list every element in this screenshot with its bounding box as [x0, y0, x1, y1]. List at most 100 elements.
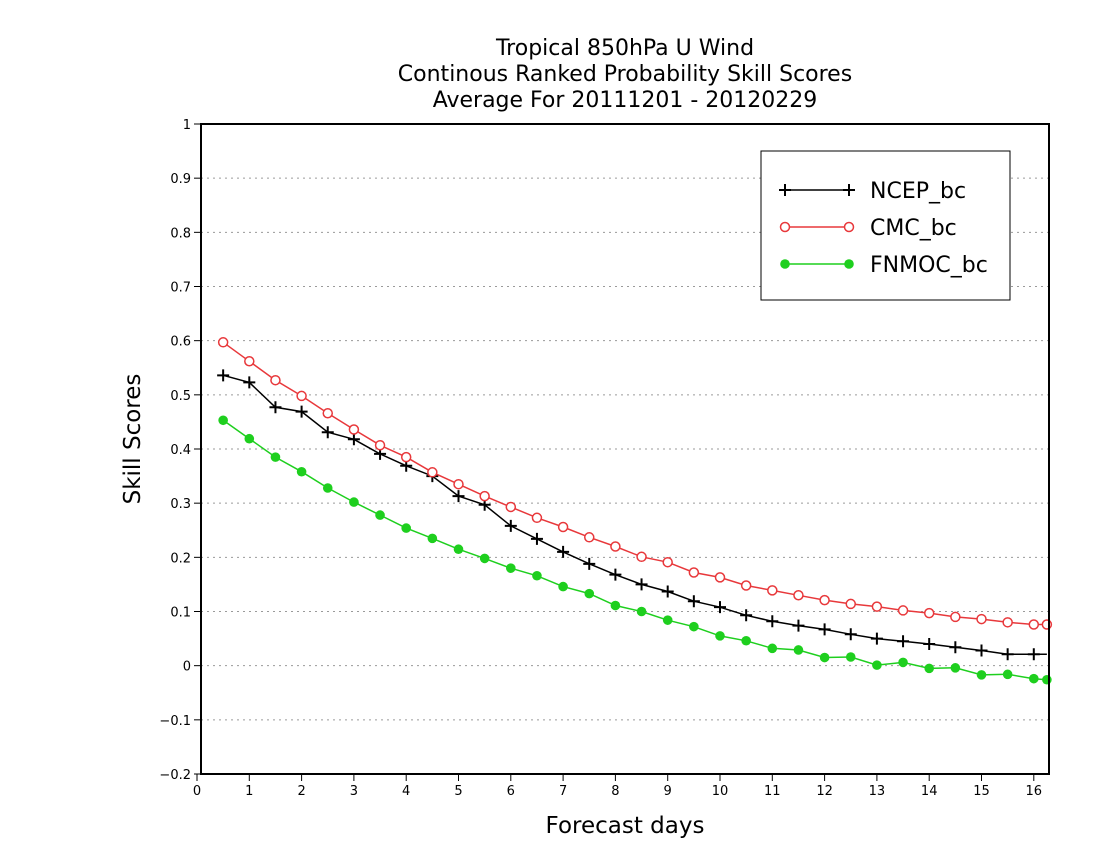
x-tick-label: 14 [921, 784, 938, 799]
data-point [661, 585, 674, 598]
x-tick-label: 1 [245, 784, 253, 799]
data-point [844, 259, 854, 269]
data-point [610, 541, 621, 552]
x-tick-label: 16 [1026, 784, 1043, 799]
data-point [296, 390, 307, 402]
legend-item: NCEP_bc [779, 179, 966, 204]
data-point [531, 512, 543, 524]
data-point [845, 652, 856, 662]
data-point [818, 623, 831, 636]
data-point [662, 556, 673, 568]
data-point [374, 439, 386, 451]
y-tick-label: 0.7 [170, 281, 191, 296]
x-tick-label: 13 [869, 784, 886, 799]
x-tick-label: 7 [559, 784, 567, 799]
y-tick-label: 0.5 [170, 389, 191, 404]
data-point [217, 337, 229, 348]
data-point [897, 635, 910, 648]
data-point [243, 376, 256, 389]
data-point [779, 221, 791, 233]
data-point [767, 585, 778, 596]
data-point [662, 615, 673, 625]
data-point [217, 369, 230, 382]
data-point [793, 645, 804, 655]
data-point [557, 521, 569, 533]
x-tick-label: 3 [350, 784, 358, 799]
x-tick-label: 10 [712, 784, 729, 799]
data-point [270, 452, 281, 462]
data-point [453, 478, 464, 490]
data-point [1002, 617, 1013, 628]
chart-title-line-2: Continous Ranked Probability Skill Score… [397, 62, 853, 87]
legend-label: FNMOC_bc [870, 253, 988, 278]
data-point [779, 184, 791, 196]
data-point [923, 607, 935, 619]
data-point [819, 594, 830, 606]
data-point [322, 483, 333, 493]
data-point [452, 490, 465, 503]
data-point [635, 578, 648, 591]
y-tick-label: 0.9 [170, 172, 191, 187]
data-point [609, 568, 622, 581]
data-point [715, 631, 725, 641]
data-point [976, 613, 987, 625]
y-tick-label: 0.3 [170, 497, 191, 512]
legend-item: FNMOC_bc [780, 253, 988, 278]
chart-title-line-3: Average For 20111201 - 20120229 [432, 88, 818, 113]
data-point [740, 580, 752, 591]
x-tick-label: 4 [402, 784, 410, 799]
data-point [714, 601, 726, 614]
data-point [322, 408, 333, 419]
data-point [530, 532, 543, 545]
y-tick-label: 0.4 [170, 443, 191, 458]
series-NCEP_bc [217, 369, 1047, 661]
data-point [949, 641, 962, 654]
series-line [222, 419, 1047, 681]
y-tick-label: 0.6 [170, 335, 191, 350]
data-point [1002, 669, 1013, 680]
data-point [688, 567, 700, 578]
data-point [844, 628, 857, 641]
y-tick-label: 1 [183, 118, 191, 133]
data-point [1028, 619, 1040, 630]
series-FNMOC_bc [218, 415, 1052, 685]
y-tick-label: 0.8 [170, 226, 191, 241]
data-point [780, 259, 790, 269]
y-tick-label: 0.1 [170, 606, 191, 621]
data-point [349, 497, 359, 507]
data-point [741, 635, 751, 646]
data-point [843, 184, 855, 196]
y-tick-label: −0.2 [159, 768, 191, 783]
x-tick-label: 9 [664, 784, 672, 799]
legend-item: CMC_bc [779, 216, 957, 241]
data-point [479, 490, 490, 502]
y-tick-label: −0.1 [159, 714, 191, 729]
data-point [453, 544, 464, 555]
data-point [793, 590, 804, 601]
data-point [296, 466, 307, 477]
data-point [843, 221, 855, 233]
y-axis-title: Skill Scores [120, 374, 146, 505]
data-point [244, 433, 255, 444]
data-point [401, 523, 412, 533]
data-point [819, 652, 830, 663]
x-tick-label: 6 [507, 784, 515, 799]
data-point [347, 433, 360, 446]
data-point [689, 621, 699, 632]
x-tick-label: 15 [973, 784, 990, 799]
data-point [610, 600, 621, 611]
chart-title-line-1: Tropical 850hPa U Wind [495, 36, 755, 61]
data-point [427, 533, 438, 544]
data-point [1001, 648, 1014, 661]
data-point [269, 401, 282, 414]
data-point [321, 426, 334, 439]
legend: NCEP_bc CMC_bc FNMOC_bc [760, 150, 1011, 301]
data-point [1042, 674, 1052, 685]
legend-label: CMC_bc [870, 216, 957, 241]
legend-label: NCEP_bc [870, 179, 966, 204]
data-point [427, 467, 438, 478]
data-point [584, 588, 595, 599]
data-point [558, 581, 568, 592]
data-point [479, 553, 490, 564]
data-point [583, 557, 596, 570]
